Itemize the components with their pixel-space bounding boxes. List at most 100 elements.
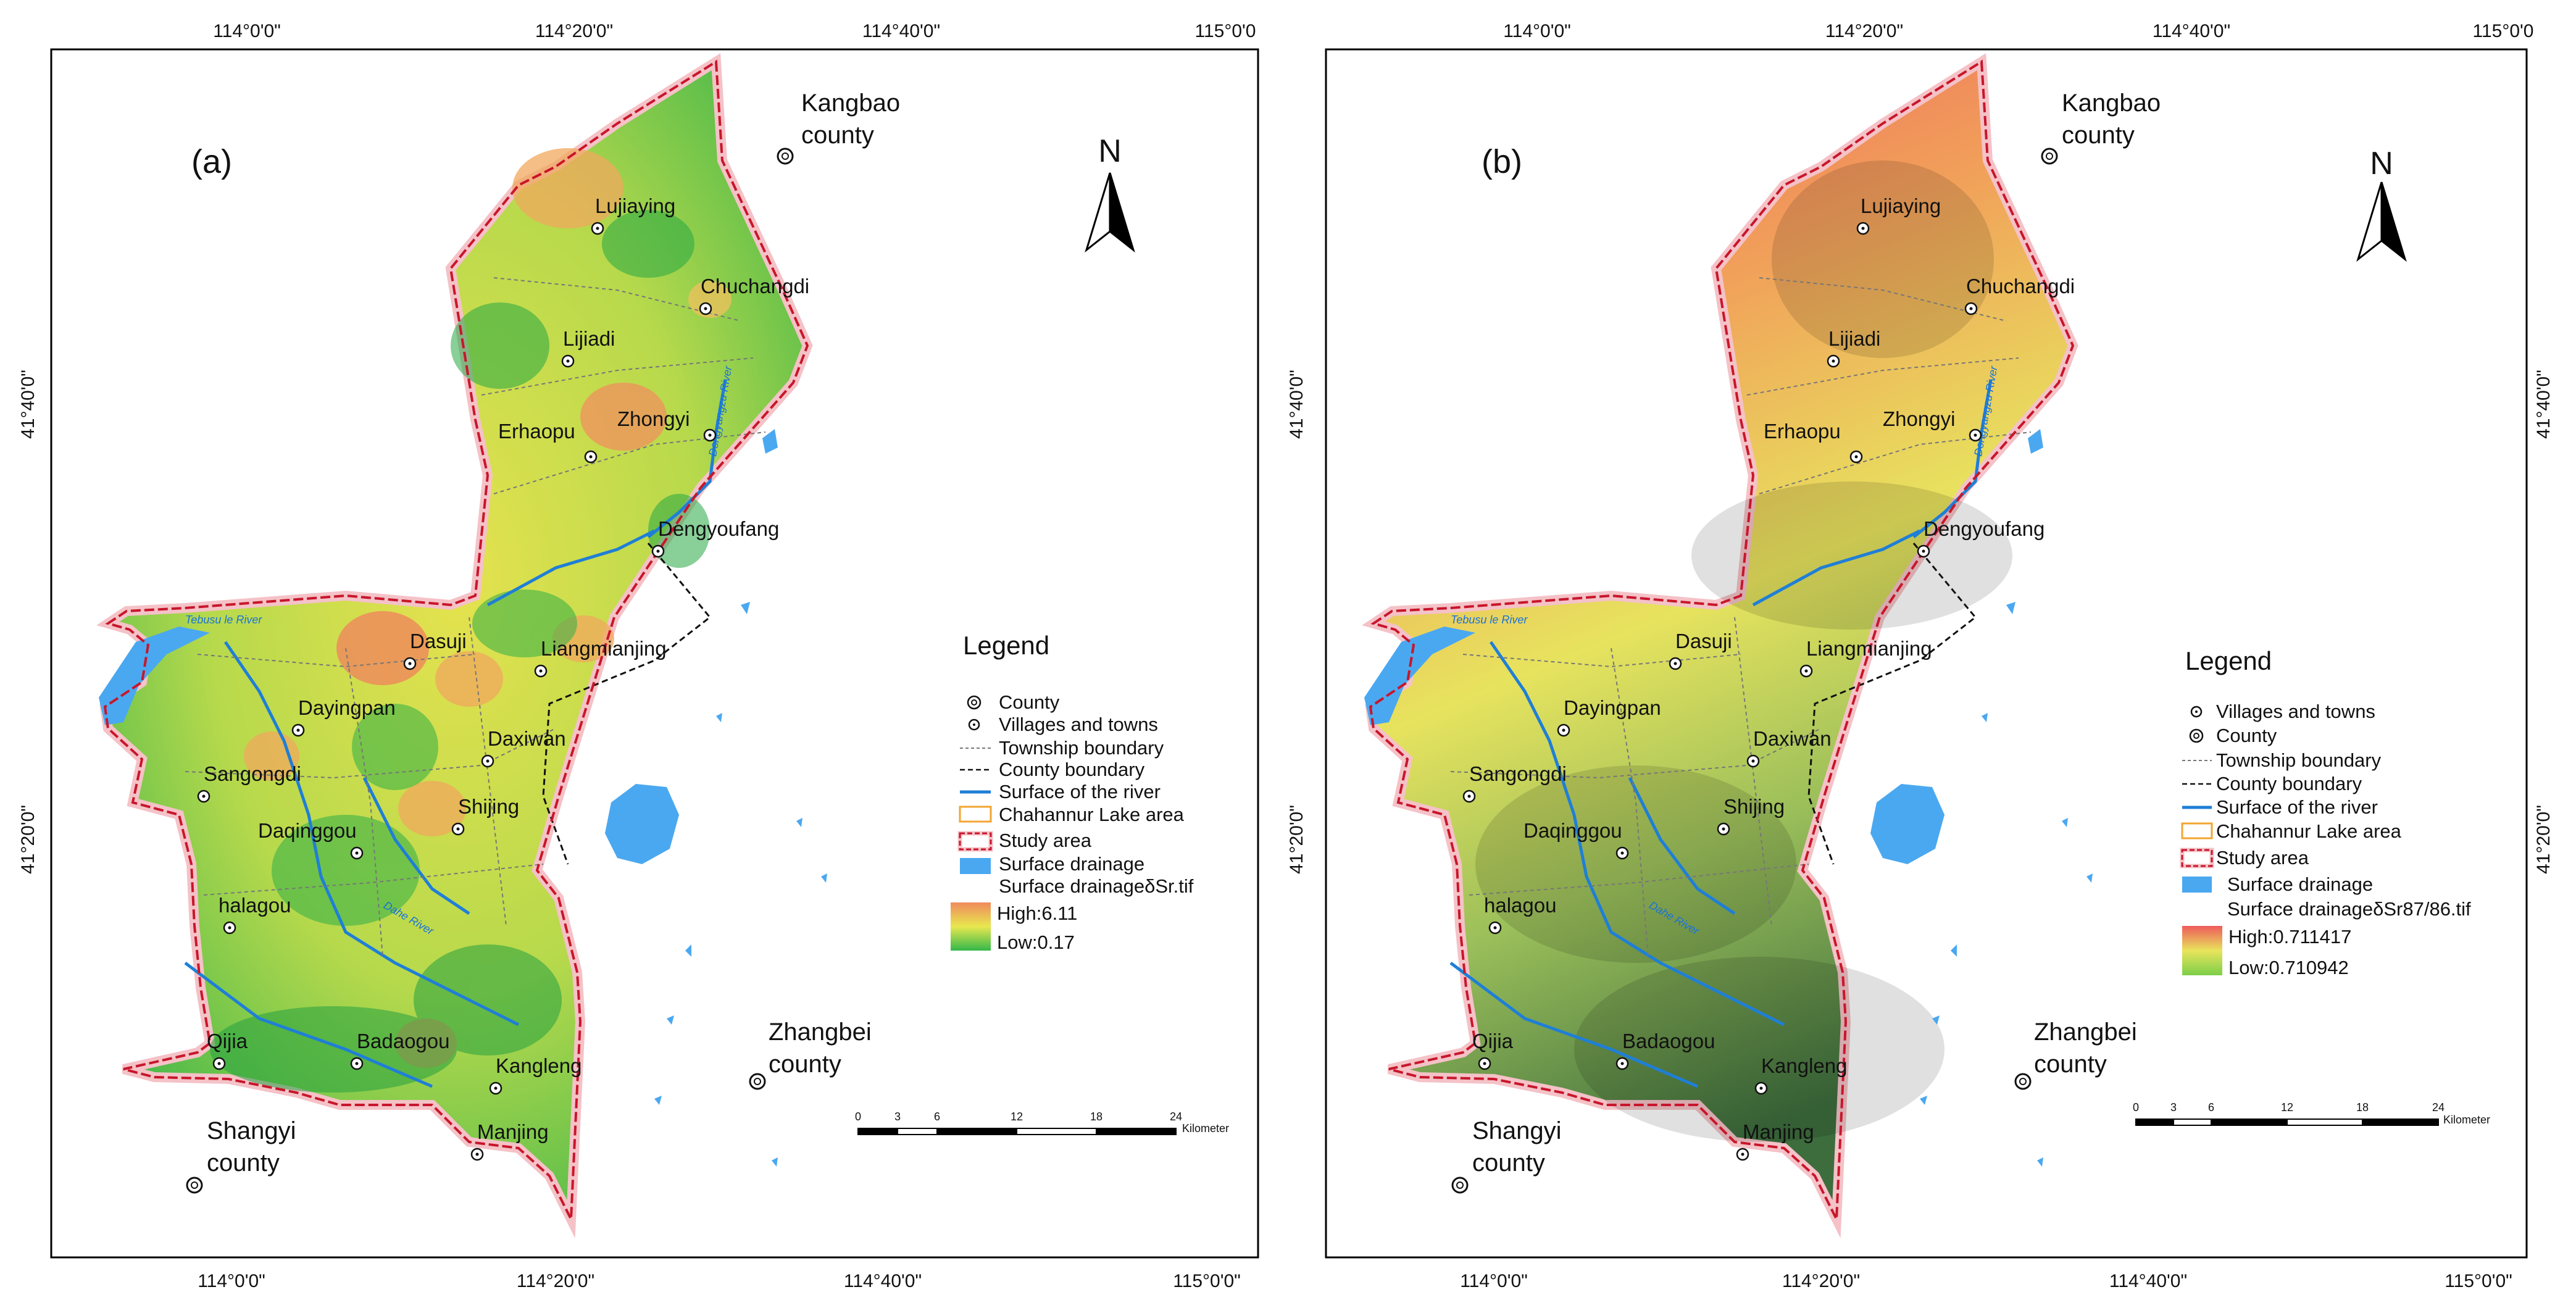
town-label: Lijiadi bbox=[563, 327, 615, 350]
lon-tick: 114°20'0" bbox=[535, 21, 613, 41]
county-label: Shangyi bbox=[207, 1117, 296, 1144]
panel-a-lon-ticks-bottom: 114°0'0" 114°20'0" 114°40'0" 115°0'0" bbox=[198, 1271, 1241, 1291]
lon-tick: 114°0'0" bbox=[213, 21, 281, 41]
panel-a-north-arrow: N bbox=[1085, 133, 1135, 253]
lon-tick: 114°20'0" bbox=[1782, 1271, 1860, 1291]
town-label: Lijiadi bbox=[1828, 327, 1880, 350]
county-label: Shangyi bbox=[1472, 1117, 1562, 1144]
scale-tick: 3 bbox=[894, 1110, 901, 1123]
town-label: Manjing bbox=[1743, 1120, 1814, 1143]
panel-a-legend: Legend County Villages and towns Townshi… bbox=[951, 631, 1194, 953]
lat-tick: 41°20'0" bbox=[18, 805, 38, 874]
panel-b-towns: Lujiaying Chuchangdi Lijiadi Zhongyi Erhaopu… bbox=[1462, 194, 2075, 1161]
legend-item: County boundary bbox=[2216, 773, 2362, 794]
panel-b-north-arrow: N bbox=[2356, 146, 2407, 262]
lon-tick: 114°40'0" bbox=[2109, 1271, 2187, 1291]
town-label: Chuchangdi bbox=[701, 275, 809, 298]
legend-item: Villages and towns bbox=[2216, 701, 2375, 722]
panel-b-lat-ticks: 41°40'0" 41°20'0" 41°40'0" 41°20'0" bbox=[1286, 370, 2554, 874]
lon-tick: 115°0'0" bbox=[1173, 1271, 1241, 1291]
scale-unit: Kilometer bbox=[2443, 1114, 2490, 1126]
legend-item: Surface drainage bbox=[2227, 873, 2373, 895]
county-label: county bbox=[1472, 1149, 1545, 1177]
lon-tick: 114°20'0" bbox=[517, 1271, 594, 1291]
panel-b-map: Tebusu le River Dongyangzu River Dahe Ri… bbox=[1286, 21, 2554, 1291]
panel-b-legend: Legend Villages and towns County Townshi… bbox=[2180, 646, 2471, 978]
scale-tick: 18 bbox=[1090, 1110, 1103, 1123]
town-label: Kangleng bbox=[496, 1054, 581, 1077]
county-label: Kangbao bbox=[801, 90, 900, 117]
panel-b-lon-ticks-top: 114°0'0" 114°20'0" 114°40'0" 115°0'0 bbox=[1503, 21, 2533, 41]
panel-b-counties: Kangbao county Zhangbei county Shangyi c… bbox=[1451, 90, 2161, 1194]
legend-item: County boundary bbox=[999, 759, 1145, 780]
lon-tick: 115°0'0 bbox=[1195, 21, 1256, 41]
panel-a-label: (a) bbox=[191, 143, 232, 180]
lon-tick: 114°40'0" bbox=[844, 1271, 922, 1291]
panel-a-lon-ticks-top: 114°0'0" 114°20'0" 114°40'0" 115°0'0 bbox=[213, 21, 1256, 41]
scale-tick: 0 bbox=[855, 1110, 861, 1123]
lon-tick: 114°0'0" bbox=[198, 1271, 265, 1291]
panel-b-river-label: Tebusu le River bbox=[1451, 614, 1528, 626]
panel-b-lake bbox=[1870, 784, 1945, 864]
town-label: halagou bbox=[1484, 894, 1556, 917]
scale-tick: 6 bbox=[2208, 1101, 2214, 1114]
town-label: Manjing bbox=[477, 1120, 549, 1143]
lon-tick: 115°0'0 bbox=[2473, 21, 2534, 41]
scale-tick: 6 bbox=[934, 1110, 940, 1123]
county-label: Kangbao bbox=[2062, 90, 2161, 117]
scale-tick: 3 bbox=[2170, 1101, 2177, 1114]
scale-tick: 24 bbox=[2432, 1101, 2445, 1114]
panel-b-lon-ticks-bottom: 114°0'0" 114°20'0" 114°40'0" 115°0'0" bbox=[1460, 1271, 2512, 1291]
lon-tick: 114°20'0" bbox=[1825, 21, 1903, 41]
town-label: Sangongdi bbox=[204, 762, 301, 785]
lon-tick: 114°40'0" bbox=[2153, 21, 2230, 41]
legend-item: Surface drainageδSr.tif bbox=[999, 875, 1194, 897]
town-label: Dengyoufang bbox=[1924, 517, 2045, 540]
panel-b-hillshade bbox=[1475, 160, 2012, 1142]
scale-tick: 0 bbox=[2133, 1101, 2139, 1114]
town-label: Dayingpan bbox=[1564, 696, 1661, 719]
town-label: Badaogou bbox=[357, 1030, 449, 1052]
legend-high: High:6.11 bbox=[997, 902, 1077, 924]
legend-item: Chahannur Lake area bbox=[999, 804, 1185, 825]
legend-low: Low:0.17 bbox=[997, 931, 1075, 953]
legend-high: High:0.711417 bbox=[2228, 926, 2351, 948]
panel-b-chahannur-lake bbox=[1364, 627, 1475, 725]
legend-item: Township boundary bbox=[999, 737, 1164, 759]
panel-b-township-boundaries bbox=[1450, 277, 2032, 957]
scale-tick: 24 bbox=[1170, 1110, 1182, 1123]
town-label: Daxiwan bbox=[1753, 727, 1832, 750]
north-label: N bbox=[1098, 133, 1122, 169]
town-label: Kangleng bbox=[1761, 1054, 1847, 1077]
legend-item: Study area bbox=[2216, 847, 2309, 869]
panel-b-study-area bbox=[1370, 62, 2073, 1219]
lon-tick: 115°0'0" bbox=[2445, 1271, 2512, 1291]
town-label: Liangmianjing bbox=[541, 637, 667, 660]
panel-a-chahannur-lake bbox=[99, 627, 210, 725]
panel-a-towns: Lujiaying Chuchangdi Lijiadi Zhongyi Erhaopu… bbox=[197, 194, 809, 1161]
town-label: Lujiaying bbox=[1861, 194, 1941, 217]
lon-tick: 114°0'0" bbox=[1460, 1271, 1528, 1291]
town-label: Badaogou bbox=[1622, 1030, 1715, 1052]
town-label: Zhongyi bbox=[1883, 407, 1955, 430]
town-label: Qijia bbox=[207, 1030, 248, 1052]
county-label: Zhangbei bbox=[769, 1018, 872, 1046]
panel-a-study-area bbox=[105, 62, 807, 1219]
scale-tick: 12 bbox=[1011, 1110, 1023, 1123]
lat-tick: 41°20'0" bbox=[2533, 805, 2554, 874]
lat-tick: 41°40'0" bbox=[2533, 370, 2554, 439]
panel-a-map: Tebusu le River Dongyangzu River Dahe Ri… bbox=[18, 21, 1259, 1291]
legend-color-ramp bbox=[951, 902, 991, 951]
legend-low: Low:0.710942 bbox=[2228, 957, 2349, 978]
lat-tick: 41°40'0" bbox=[1286, 370, 1307, 439]
town-label: Zhongyi bbox=[617, 407, 690, 430]
legend-item: Surface of the river bbox=[2216, 796, 2378, 818]
panel-b-pond bbox=[2028, 429, 2043, 454]
panel-b-rivers bbox=[1449, 379, 1993, 1088]
legend-color-ramp bbox=[2182, 926, 2222, 975]
county-label: county bbox=[2034, 1051, 2107, 1078]
north-arrow-icon bbox=[2380, 181, 2407, 262]
scale-unit: Kilometer bbox=[1182, 1122, 1229, 1135]
legend-item: Chahannur Lake area bbox=[2216, 820, 2402, 842]
scale-tick: 18 bbox=[2356, 1101, 2369, 1114]
